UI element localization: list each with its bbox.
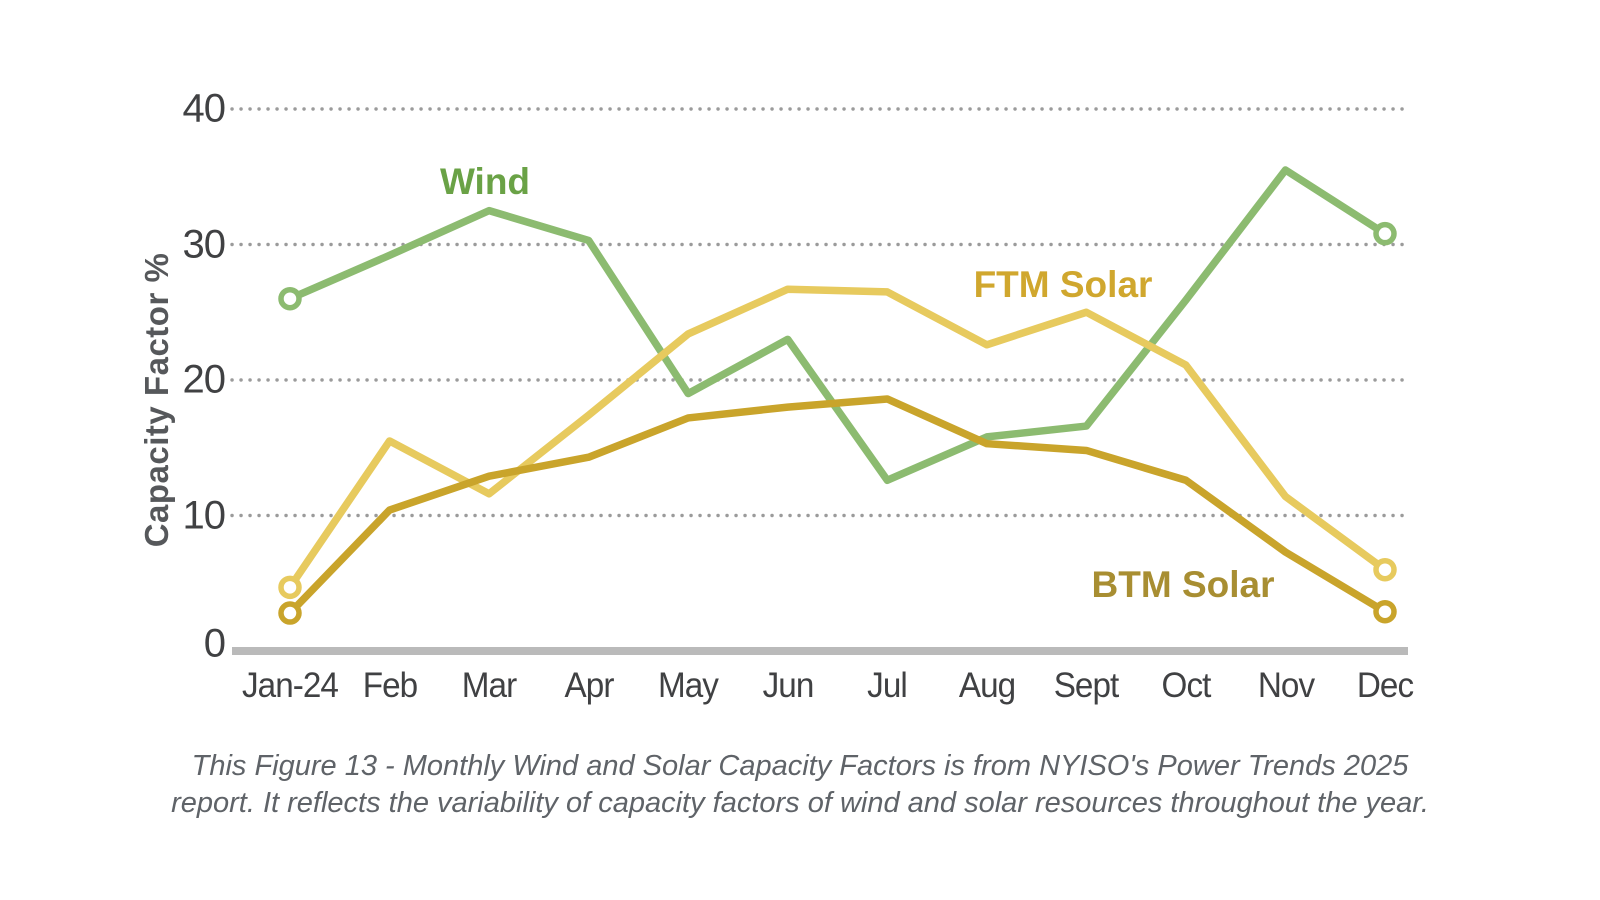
wind-endpoint-marker xyxy=(278,286,302,311)
x-tick-oct: Oct xyxy=(1161,666,1212,705)
x-tick-dec: Dec xyxy=(1356,666,1414,705)
ftm-solar-line xyxy=(286,285,1389,592)
x-tick-may: May xyxy=(658,666,719,705)
x-tick-aug: Aug xyxy=(958,666,1016,705)
x-tick-nov: Nov xyxy=(1257,666,1315,705)
wind-line xyxy=(286,166,1389,485)
y-tick-40: 40 xyxy=(182,86,227,131)
x-tick-jul: Jul xyxy=(867,666,908,705)
wind-series-label: Wind xyxy=(439,161,531,202)
x-tick-sept: Sept xyxy=(1053,666,1120,705)
x-tick-feb: Feb xyxy=(362,666,418,705)
ftm-solar-endpoint-marker xyxy=(278,575,302,600)
btm-solar-series-label: BTM Solar xyxy=(1091,564,1275,605)
btm-solar-endpoint-marker xyxy=(1373,599,1397,624)
y-tick-20: 20 xyxy=(182,357,227,402)
x-tick-jan24: Jan-24 xyxy=(242,666,339,705)
figure-caption-line-2: report. It reflects the variability of c… xyxy=(171,787,1429,819)
btm-solar-line xyxy=(286,395,1389,617)
x-tick-jun: Jun xyxy=(762,666,815,705)
y-tick-0: 0 xyxy=(203,621,226,666)
wind-endpoint-marker xyxy=(1373,221,1397,246)
y-tick-30: 30 xyxy=(182,222,227,267)
btm-solar-endpoint-marker xyxy=(278,601,302,625)
ftm-solar-endpoint-marker xyxy=(1373,557,1397,582)
figure-caption-line-1: This Figure 13 - Monthly Wind and Solar … xyxy=(191,750,1409,782)
figure-caption: This Figure 13 - Monthly Wind and Solar … xyxy=(0,748,1600,822)
x-tick-mar: Mar xyxy=(461,666,517,705)
ftm-solar-series-label: FTM Solar xyxy=(973,264,1153,305)
x-tick-apr: Apr xyxy=(564,666,615,705)
y-tick-10: 10 xyxy=(182,493,227,538)
